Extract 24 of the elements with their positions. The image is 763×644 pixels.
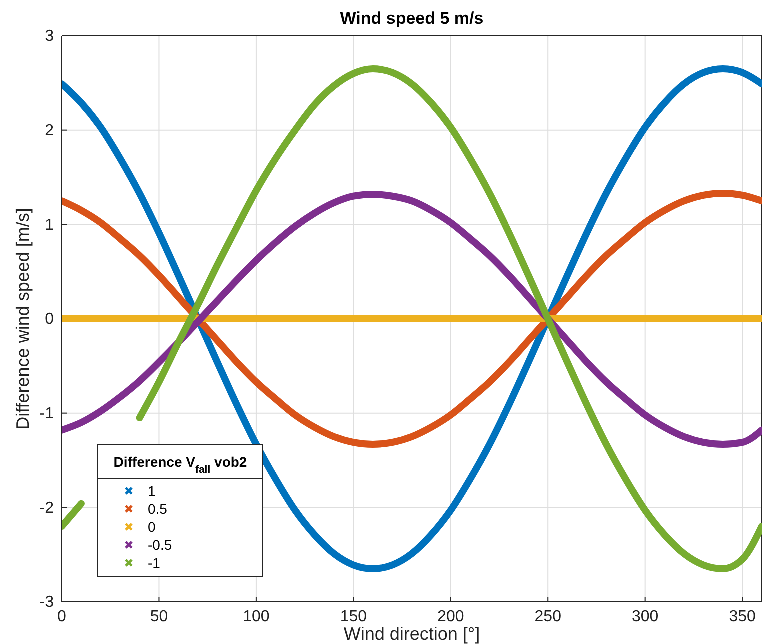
y-tick-label: -3 — [40, 594, 54, 612]
y-tick-label: -1 — [40, 405, 54, 422]
x-tick-label: 0 — [58, 608, 67, 626]
x-tick-label: 100 — [243, 608, 270, 626]
x-tick-label: 350 — [729, 608, 756, 626]
x-tick-label: 50 — [150, 608, 168, 626]
y-tick-label: 2 — [45, 122, 54, 140]
y-axis-title: Difference wind speed [m/s] — [13, 208, 33, 430]
x-axis-title: Wind direction [°] — [344, 624, 480, 644]
x-tick-label: 200 — [438, 608, 464, 626]
chart-title: Wind speed 5 m/s — [340, 9, 484, 28]
y-tick-label: 1 — [45, 216, 54, 234]
x-tick-label: 250 — [534, 608, 562, 626]
x-tick-label: 300 — [632, 608, 659, 626]
legend-label: -1 — [148, 555, 161, 571]
legend-label: -0.5 — [148, 537, 172, 553]
y-tick-label: 3 — [45, 28, 54, 46]
legend-label: 1 — [148, 483, 156, 499]
legend-label: 0 — [148, 519, 156, 535]
x-tick-label: 150 — [340, 608, 368, 626]
y-tick-label: -2 — [40, 500, 54, 517]
legend-label: 0.5 — [148, 501, 168, 517]
legend-title: Difference V$_{fall}$ vob2 — [114, 454, 248, 476]
y-tick-label: 0 — [45, 311, 54, 328]
